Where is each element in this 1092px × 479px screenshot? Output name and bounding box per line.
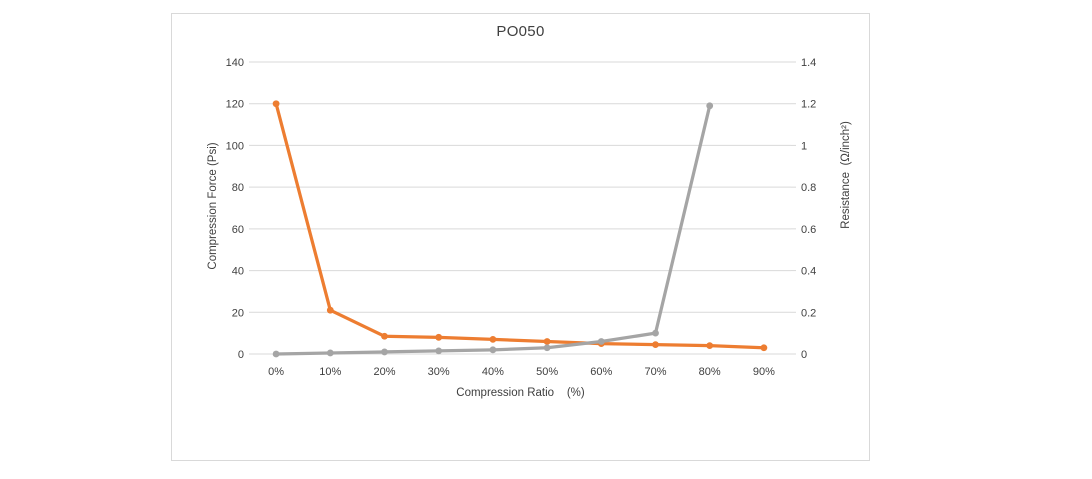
x-tick-label: 20% <box>373 366 395 378</box>
left-tick-label: 120 <box>226 99 244 111</box>
left-tick-label: 140 <box>226 57 244 69</box>
series-line <box>274 102 766 350</box>
data-point-marker <box>435 347 443 355</box>
x-tick-label: 80% <box>699 366 721 378</box>
right-tick-label: 0.2 <box>801 307 816 319</box>
data-point-marker <box>706 342 714 350</box>
data-point-marker <box>706 102 714 110</box>
data-point-marker <box>652 341 659 349</box>
x-axis-title: Compression Ratio (%) <box>456 387 585 399</box>
right-tick-label: 0.4 <box>801 266 816 278</box>
data-point-marker <box>543 338 551 345</box>
data-point-marker <box>652 329 659 337</box>
x-tick-label: 40% <box>482 366 504 378</box>
x-tick-label: 50% <box>536 366 558 378</box>
data-point-marker <box>381 348 388 356</box>
data-point-marker <box>326 349 334 357</box>
x-tick-label: 0% <box>268 366 284 378</box>
x-tick-label: 60% <box>590 366 612 378</box>
data-point-marker <box>489 336 497 343</box>
right-tick-label: 1.4 <box>801 57 816 69</box>
data-point-marker <box>489 346 497 354</box>
data-point-marker <box>760 344 768 352</box>
x-tick-label: 30% <box>428 366 450 378</box>
data-point-marker <box>272 350 280 358</box>
plot-area: 0 20 40 60 80 100 120 140 0 0.2 0.4 0.6 0.8 1 1.2 1.4 0%… <box>226 57 817 378</box>
left-tick-label: 100 <box>226 140 244 152</box>
data-point-marker <box>326 306 334 314</box>
chart-title: PO050 <box>496 23 545 40</box>
data-point-marker <box>597 338 605 345</box>
right-tick-label: 0.8 <box>801 182 816 194</box>
x-tick-label: 10% <box>319 366 341 378</box>
data-point-marker <box>543 344 551 352</box>
data-point-marker <box>272 100 280 108</box>
left-tick-label: 40 <box>232 266 244 278</box>
right-tick-label: 0 <box>801 349 807 361</box>
left-tick-label: 20 <box>232 307 244 319</box>
left-tick-label: 0 <box>238 349 244 361</box>
data-point-marker <box>435 333 443 341</box>
data-point-marker <box>381 332 388 340</box>
left-tick-label: 60 <box>232 224 244 236</box>
right-axis-title: Resistance (Ω/inch²) <box>840 121 852 229</box>
left-axis-title: Compression Force (Psi) <box>207 142 219 270</box>
x-tick-label: 90% <box>753 366 775 378</box>
right-tick-label: 1 <box>801 140 807 152</box>
chart-container: 0 20 40 60 80 100 120 140 0 0.2 0.4 0.6 0.8 1 1.2 1.4 0%… <box>171 13 870 461</box>
left-tick-label: 80 <box>232 182 244 194</box>
x-tick-label: 70% <box>644 366 666 378</box>
right-tick-label: 0.6 <box>801 224 816 236</box>
right-tick-label: 1.2 <box>801 99 816 111</box>
